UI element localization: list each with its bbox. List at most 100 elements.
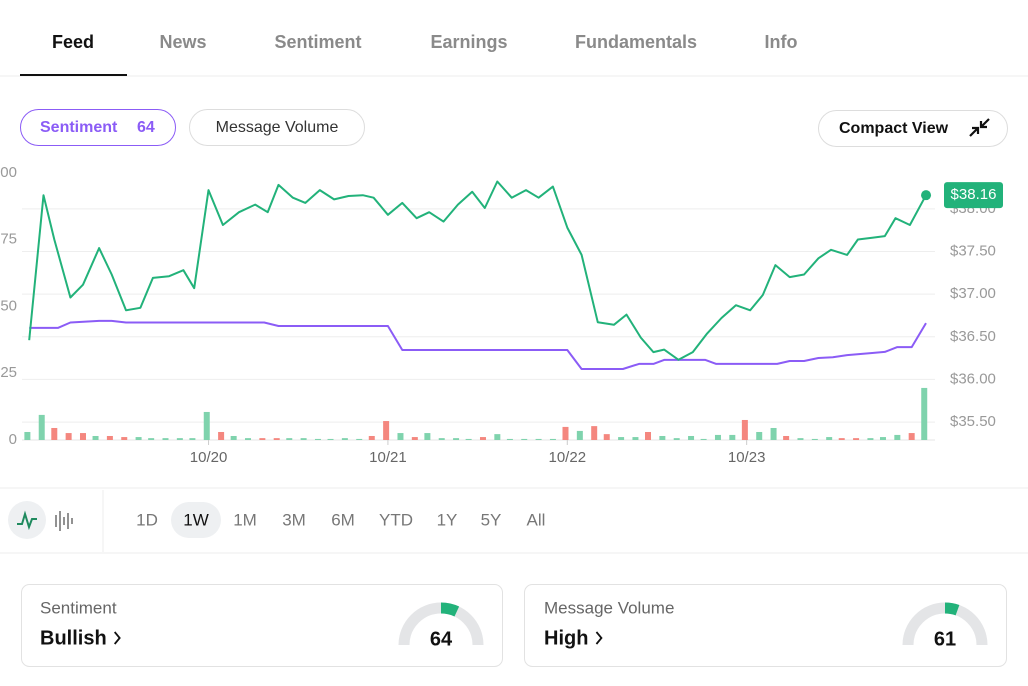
last-point — [921, 190, 932, 201]
x-tick-label: 10/23 — [728, 449, 766, 466]
card-value: High — [544, 627, 588, 649]
message-volume-card[interactable] — [524, 584, 1007, 667]
tab[interactable]: Feed — [52, 32, 94, 52]
message-volume-toggle[interactable] — [189, 109, 365, 146]
range-option[interactable]: 5Y — [481, 510, 502, 529]
volume-bar — [300, 438, 307, 440]
volume-bar — [879, 437, 886, 440]
volume-bar — [51, 427, 58, 440]
y2-tick-label: $36.50 — [950, 328, 996, 345]
volume-bar — [688, 435, 695, 440]
tab[interactable]: News — [159, 32, 206, 52]
volume-bar — [92, 435, 99, 440]
range-option[interactable]: 3M — [282, 510, 306, 529]
volume-bar — [65, 433, 72, 440]
series-line — [29, 319, 927, 370]
volume-bar — [811, 438, 818, 440]
chevron — [113, 631, 121, 645]
y-tick-label: 100 — [0, 164, 17, 181]
volume-bar — [438, 438, 445, 440]
volume-bar — [506, 438, 513, 440]
volume-bar — [797, 438, 804, 440]
volume-bar — [162, 438, 169, 440]
tab[interactable]: Sentiment — [274, 32, 361, 52]
tab[interactable]: Fundamentals — [575, 32, 697, 52]
volume-bar — [383, 421, 390, 440]
volume-bar — [645, 431, 652, 440]
volume-bar — [135, 437, 142, 440]
price-badge — [944, 182, 1003, 209]
x-tick-label: 10/22 — [549, 449, 587, 466]
range-option[interactable]: 6M — [331, 510, 355, 529]
volume-bar — [465, 438, 472, 440]
volume-bar — [494, 434, 501, 440]
volume-bar — [314, 438, 321, 440]
volume-bar — [867, 438, 874, 440]
sentiment-toggle-value: 64 — [137, 119, 155, 136]
volume-bar — [203, 411, 210, 440]
compact-icon — [969, 118, 990, 137]
gauge-score: 64 — [430, 628, 453, 650]
volume-bar — [591, 426, 598, 440]
price-badge-label: $38.16 — [951, 186, 997, 203]
range-option[interactable]: YTD — [379, 510, 413, 529]
tab[interactable]: Earnings — [430, 32, 507, 52]
sentiment-toggle-label: Sentiment — [40, 119, 118, 136]
volume-bar — [368, 435, 375, 440]
volume-bar — [714, 434, 721, 440]
range-option[interactable]: All — [527, 510, 546, 529]
range-option[interactable]: 1W — [183, 510, 209, 529]
y-tick-label: 25 — [0, 364, 17, 381]
compact-view-label: Compact View — [839, 120, 949, 137]
volume-bar — [659, 435, 666, 440]
y-tick-label: 0 — [9, 431, 17, 448]
compact-view-button[interactable] — [818, 110, 1008, 147]
volume-bar — [189, 438, 196, 440]
sentiment-toggle[interactable] — [20, 109, 176, 146]
volume-bar — [673, 438, 680, 440]
sentiment-card[interactable] — [21, 584, 503, 667]
gauge-score: 61 — [934, 628, 956, 650]
y2-tick-label: $36.00 — [950, 370, 996, 387]
volume-bar — [603, 434, 610, 440]
gauge-value — [944, 602, 960, 616]
range-option[interactable]: 1D — [136, 510, 158, 529]
message-volume-label: Message Volume — [216, 119, 339, 136]
volume-bar — [479, 437, 486, 440]
line-chart-icon — [17, 510, 37, 531]
range-option[interactable]: 1M — [233, 510, 257, 529]
volume-bar — [756, 431, 763, 440]
gauge-value — [440, 602, 460, 617]
volume-bar — [632, 437, 639, 440]
volume-bar — [341, 438, 348, 440]
volume-bar — [79, 433, 86, 440]
volume-bar — [838, 438, 845, 440]
volume-bar — [700, 438, 707, 440]
volume-bar — [327, 438, 334, 440]
volume-bar — [853, 438, 860, 440]
series-line — [28, 180, 927, 361]
volume-bar — [549, 438, 556, 440]
volume-bar — [106, 435, 113, 440]
range-option[interactable]: 1Y — [437, 510, 458, 529]
volume-bar — [273, 438, 280, 440]
volume-bar — [121, 437, 128, 440]
tab[interactable]: Info — [765, 32, 798, 52]
volume-bar — [397, 433, 404, 440]
volume-bar — [218, 431, 225, 440]
volume-bar — [24, 431, 31, 440]
volume-bar — [576, 430, 583, 440]
gauge-track — [398, 602, 484, 646]
volume-bar — [176, 438, 183, 440]
chevron — [595, 631, 603, 645]
y2-tick-label: $37.00 — [950, 285, 996, 302]
volume-bar — [894, 434, 901, 440]
x-tick-label: 10/21 — [369, 449, 407, 466]
volume-bar — [521, 438, 528, 440]
volume-bar — [356, 438, 363, 440]
volume-bar — [618, 437, 625, 440]
volume-bar — [38, 414, 45, 440]
bar-chart-icon[interactable] — [55, 511, 73, 531]
card-title: Sentiment — [40, 598, 117, 617]
